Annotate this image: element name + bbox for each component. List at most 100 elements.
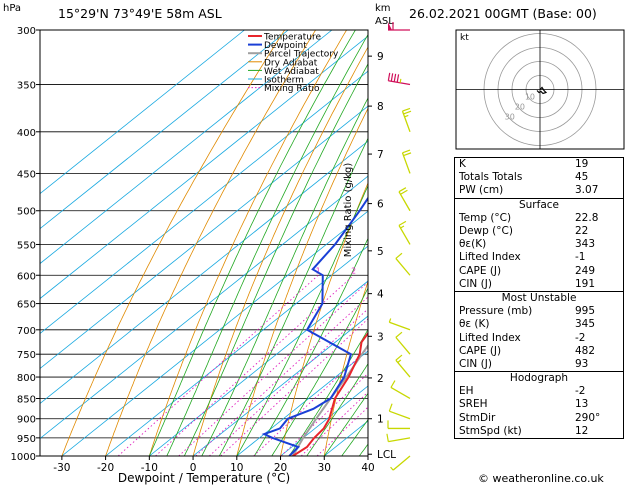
- isotherm-line: [192, 315, 368, 456]
- wind-barb: [395, 252, 411, 276]
- mixing-ratio-tick-label: 1: [316, 266, 321, 275]
- legend-label: Dry Adiabat: [264, 58, 318, 68]
- wet-adiabat: [183, 63, 368, 456]
- wind-barb: [388, 318, 411, 331]
- legend-label: Isotherm: [264, 76, 304, 86]
- parcel-trajectory-line: [291, 343, 368, 456]
- pressure-tick-label: 650: [17, 300, 36, 311]
- dry-adiabat: [105, 30, 316, 456]
- mixing-ratio-tick-label: 2: [351, 266, 356, 275]
- wind-barb: [395, 331, 411, 355]
- pressure-tick-label: 1000: [11, 452, 36, 463]
- hodograph-table: Hodograph EH -2 SREH 13 StmDir 290° StmSpd …: [454, 372, 624, 439]
- pressure-tick-label: 850: [17, 394, 36, 405]
- pressure-tick-label: 600: [17, 271, 36, 282]
- wind-barb: [398, 187, 411, 212]
- mixing-ratio-line: [253, 347, 368, 456]
- most-unstable-table: Most Unstable Pressure (mb) 995 θε (K) 345…: [454, 291, 624, 372]
- x-tick-label: -30: [53, 462, 70, 474]
- wet-adiabat: [218, 137, 368, 456]
- index-row: Totals Totals 45: [459, 171, 589, 184]
- km-tick-label: LCL: [377, 449, 396, 461]
- legend-label: Mixing Ratio: [264, 84, 320, 94]
- x-tick-label: 30: [318, 462, 331, 474]
- wind-barb: [388, 403, 411, 420]
- dry-adiabat: [61, 30, 285, 456]
- datetime-title: 26.02.2021 00GMT (Base: 00): [409, 6, 597, 21]
- mixing-ratio-tick-label: 4: [389, 266, 394, 275]
- mixing-ratio-line: [195, 296, 368, 456]
- wet-adiabat: [148, 30, 356, 456]
- km-tick-label: 6: [377, 199, 384, 211]
- pressure-tick-label: 550: [17, 240, 36, 251]
- isotherm-line: [40, 175, 368, 440]
- wet-adiabat: [271, 287, 368, 456]
- wind-barb: [386, 433, 411, 443]
- surface-title: Surface: [518, 198, 559, 211]
- pressure-tick-label: 700: [17, 326, 36, 337]
- km-tick-label: 5: [377, 246, 384, 258]
- wet-adiabat: [166, 33, 368, 456]
- wet-adiabat: [236, 184, 368, 456]
- km-tick-label: 2: [377, 373, 384, 385]
- legend-label: Dewpoint: [264, 41, 307, 51]
- wind-barb: [387, 420, 410, 430]
- temperature-line: [292, 331, 368, 456]
- pressure-tick-label: 800: [17, 373, 36, 384]
- x-tick-label: -10: [141, 462, 158, 474]
- isotherm-line: [40, 30, 245, 195]
- pressure-tick-label: 950: [17, 434, 36, 445]
- wind-barb: [395, 354, 411, 378]
- pressure-tick-label: 350: [17, 81, 36, 92]
- indices-table: K 19 Totals Totals 45 PW (cm) 3.07 Surface …: [454, 157, 624, 439]
- footer-credit: © weatheronline.co.uk: [478, 472, 604, 485]
- x-tick-label: 0: [190, 462, 197, 474]
- wind-barb: [401, 107, 412, 133]
- wind-barb: [390, 380, 411, 400]
- pressure-tick-label: 500: [17, 207, 36, 218]
- isotherm-line: [149, 280, 368, 456]
- isotherm-line: [40, 105, 368, 370]
- hpa-label: hPa: [3, 3, 22, 14]
- km-tick-label: 8: [377, 101, 384, 113]
- index-row: K 19: [459, 158, 589, 171]
- pressure-tick-label: 750: [17, 350, 36, 361]
- hodograph-unit: kt: [460, 33, 469, 43]
- km-tick-label: 4: [377, 289, 384, 301]
- km-label: km: [375, 3, 391, 14]
- asl-label: ASL: [375, 16, 394, 27]
- wind-barb: [387, 72, 411, 86]
- mixing-ratio-line: [155, 274, 354, 456]
- mixing-ratio-axis-label: Mixing Ratio (g/kg): [343, 162, 354, 258]
- pressure-tick-label: 300: [17, 26, 36, 37]
- km-tick-label: 7: [377, 149, 384, 161]
- location-title: 15°29'N 73°49'E 58m ASL: [58, 6, 222, 21]
- mixing-ratio-line: [208, 308, 368, 456]
- plot-frame: [39, 29, 369, 457]
- wet-adiabat: [201, 97, 368, 456]
- km-tick-label: 1: [377, 414, 384, 426]
- isotherm-line: [40, 30, 333, 265]
- x-tick-label: 10: [230, 462, 243, 474]
- mixing-ratio-line: [117, 274, 319, 456]
- isotherm-line: [105, 245, 368, 456]
- hodograph-ring-label: 30: [505, 113, 515, 122]
- km-tick-label: 3: [377, 331, 384, 343]
- hodograph-title: Hodograph: [509, 372, 569, 385]
- mixing-ratio-tick-label: 10: [441, 266, 451, 275]
- hodograph-trace: [536, 86, 548, 95]
- isotherm-line: [40, 70, 368, 335]
- dry-adiabat: [192, 46, 368, 456]
- mixing-ratio-line: [220, 318, 368, 456]
- x-tick-label: 40: [361, 462, 374, 474]
- pressure-tick-label: 900: [17, 415, 36, 426]
- x-tick-label: 20: [274, 462, 287, 474]
- mixing-ratio-line: [178, 281, 368, 456]
- wet-adiabat: [323, 392, 368, 456]
- hodograph-ring-label: 10: [525, 93, 535, 102]
- dewpoint-line: [261, 196, 368, 456]
- xaxis-title: Dewpoint / Temperature (°C): [117, 471, 291, 485]
- pressure-tick-label: 450: [17, 169, 36, 180]
- wind-barb: [398, 220, 411, 245]
